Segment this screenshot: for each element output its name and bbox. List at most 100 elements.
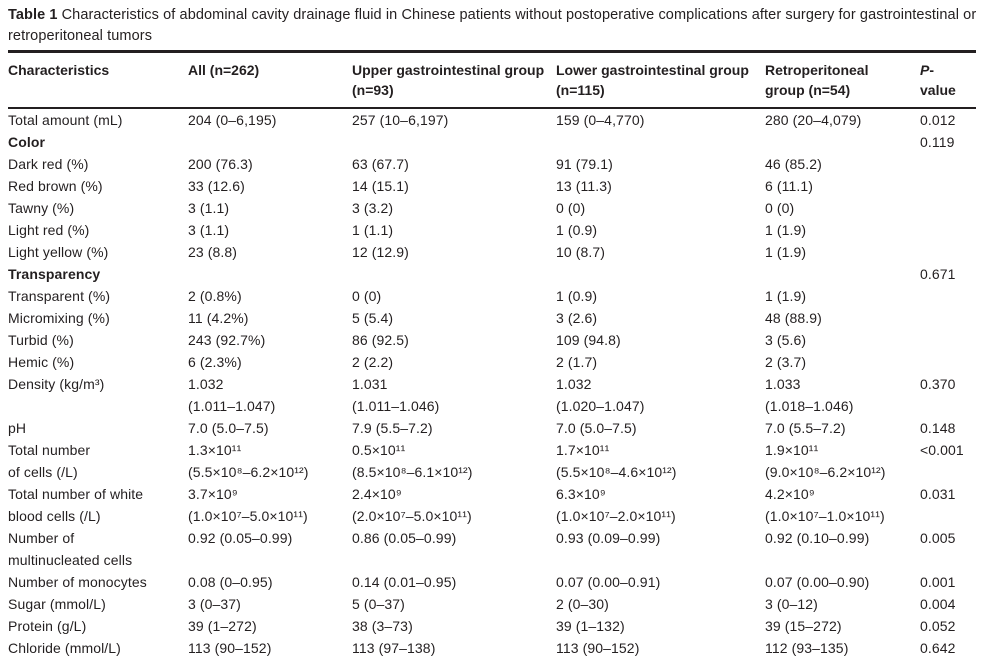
lower-gi-group-cell: 0.93 (0.09–0.99): [556, 530, 661, 546]
column-header-label: P-value: [920, 62, 956, 98]
row-label-cell: Turbid (%): [8, 332, 74, 348]
table-row: Total number of white blood cells (/L) 3…: [8, 483, 976, 527]
lower-gi-group-cell: 3 (2.6): [556, 310, 598, 326]
row-label-cell: Color: [8, 134, 46, 150]
column-header-retroperitoneal: Retroperitoneal group (n=54): [765, 51, 920, 109]
upper-gi-group-cell: 5 (5.4): [352, 310, 394, 326]
column-header-upper-gi: Upper gastrointestinal group (n=93): [352, 51, 556, 109]
row-label-cell: Hemic (%): [8, 354, 75, 370]
all-group-cell: 204 (0–6,195): [188, 112, 277, 128]
row-label-cell: Tawny (%): [8, 200, 75, 216]
retroperitoneal-group-cell: 48 (88.9): [765, 310, 822, 326]
lower-gi-group-cell: 159 (0–4,770): [556, 112, 645, 128]
retroperitoneal-group-cell: [765, 131, 920, 153]
upper-gi-group-cell: 0 (0): [352, 288, 382, 304]
all-group-cell: 7.0 (5.0–7.5): [188, 420, 269, 436]
column-header-label: All (n=262): [188, 62, 260, 78]
lower-gi-group-cell: 0 (0): [556, 200, 586, 216]
p-value-cell: 0.031: [920, 486, 956, 502]
p-value-cell: 0.148: [920, 420, 956, 436]
table-caption-text: Characteristics of abdominal cavity drai…: [8, 7, 977, 44]
lower-gi-group-cell: 1.032 (1.020–1.047): [556, 376, 645, 414]
all-group-cell: 2 (0.8%): [188, 288, 242, 304]
row-label-cell: Light red (%): [8, 222, 90, 238]
column-header-label: Lower gastrointestinal group (n=115): [556, 62, 749, 98]
column-header-characteristics: Characteristics: [8, 51, 188, 109]
row-label-cell: Number of multinucleated cells: [8, 530, 133, 568]
all-group-cell: 23 (8.8): [188, 244, 238, 260]
p-value-cell: 0.370: [920, 376, 956, 392]
upper-gi-group-cell: 38 (3–73): [352, 618, 413, 634]
upper-gi-group-cell: 3 (3.2): [352, 200, 394, 216]
lower-gi-group-cell: 6.3×10⁹ (1.0×10⁷–2.0×10¹¹): [556, 486, 676, 524]
table-row: Sugar (mmol/L) 3 (0–37) 5 (0–37) 2 (0–30…: [8, 593, 976, 615]
column-header-p-value: P-value: [920, 51, 976, 109]
retroperitoneal-group-cell: 1 (1.9): [765, 288, 807, 304]
retroperitoneal-group-cell: 112 (93–135): [765, 640, 849, 656]
table-row: Color 0.119: [8, 131, 976, 153]
table-row: Turbid (%) 243 (92.7%) 86 (92.5) 109 (94…: [8, 329, 976, 351]
table-row: Protein (g/L) 39 (1–272) 38 (3–73) 39 (1…: [8, 615, 976, 637]
table-number-label: Table 1: [8, 7, 58, 23]
retroperitoneal-group-cell: [765, 263, 920, 285]
row-label-cell: pH: [8, 420, 27, 436]
retroperitoneal-group-cell: 1.033 (1.018–1.046): [765, 376, 854, 414]
all-group-cell: 3.7×10⁹ (1.0×10⁷–5.0×10¹¹): [188, 486, 308, 524]
upper-gi-group-cell: 0.86 (0.05–0.99): [352, 530, 457, 546]
column-header-label: Characteristics: [8, 62, 110, 78]
row-label-cell: Red brown (%): [8, 178, 103, 194]
upper-gi-group-cell: 14 (15.1): [352, 178, 409, 194]
row-label-cell: Sugar (mmol/L): [8, 596, 106, 612]
upper-gi-group-cell: 86 (92.5): [352, 332, 409, 348]
p-value-cell: <0.001: [920, 442, 964, 458]
lower-gi-group-cell: [556, 263, 765, 285]
lower-gi-group-cell: 113 (90–152): [556, 640, 640, 656]
table-row: Light yellow (%) 23 (8.8) 12 (12.9) 10 (…: [8, 241, 976, 263]
upper-gi-group-cell: 0.14 (0.01–0.95): [352, 574, 457, 590]
retroperitoneal-group-cell: 4.2×10⁹ (1.0×10⁷–1.0×10¹¹): [765, 486, 885, 524]
upper-gi-group-cell: 1 (1.1): [352, 222, 394, 238]
table-row: Red brown (%) 33 (12.6) 14 (15.1) 13 (11…: [8, 175, 976, 197]
p-value-cell: 0.119: [920, 134, 955, 150]
table-row: Total number of cells (/L) 1.3×10¹¹ (5.5…: [8, 439, 976, 483]
lower-gi-group-cell: 109 (94.8): [556, 332, 621, 348]
retroperitoneal-group-cell: 1 (1.9): [765, 222, 807, 238]
retroperitoneal-group-cell: 3 (5.6): [765, 332, 807, 348]
upper-gi-group-cell: 257 (10–6,197): [352, 112, 449, 128]
upper-gi-group-cell: 0.5×10¹¹ (8.5×10⁸–6.1×10¹²): [352, 442, 473, 480]
lower-gi-group-cell: 10 (8.7): [556, 244, 606, 260]
p-value-cell: [920, 241, 976, 263]
retroperitoneal-group-cell: 2 (3.7): [765, 354, 807, 370]
all-group-cell: 3 (0–37): [188, 596, 241, 612]
p-value-cell: 0.012: [920, 112, 956, 128]
table-row: Chloride (mmol/L) 113 (90–152) 113 (97–1…: [8, 637, 976, 656]
retroperitoneal-group-cell: 0 (0): [765, 200, 795, 216]
retroperitoneal-group-cell: 1 (1.9): [765, 244, 807, 260]
p-value-cell: [920, 329, 976, 351]
all-group-cell: 39 (1–272): [188, 618, 257, 634]
table-row: Number of monocytes 0.08 (0–0.95) 0.14 (…: [8, 571, 976, 593]
column-header-all: All (n=262): [188, 51, 352, 109]
row-label-cell: Transparent (%): [8, 288, 111, 304]
p-value-cell: 0.642: [920, 640, 956, 656]
upper-gi-group-cell: 1.031 (1.011–1.046): [352, 376, 440, 414]
row-label-cell: Light yellow (%): [8, 244, 109, 260]
p-value-cell: 0.052: [920, 618, 956, 634]
lower-gi-group-cell: 1 (0.9): [556, 222, 598, 238]
p-value-cell: [920, 197, 976, 219]
row-label-cell: Dark red (%): [8, 156, 89, 172]
retroperitoneal-group-cell: 0.92 (0.10–0.99): [765, 530, 870, 546]
all-group-cell: 3 (1.1): [188, 200, 230, 216]
upper-gi-group-cell: 7.9 (5.5–7.2): [352, 420, 433, 436]
upper-gi-group-cell: [352, 263, 556, 285]
p-value-cell: [920, 285, 976, 307]
all-group-cell: 1.032 (1.011–1.047): [188, 376, 276, 414]
p-value-cell: [920, 219, 976, 241]
all-group-cell: [188, 131, 352, 153]
upper-gi-group-cell: 113 (97–138): [352, 640, 436, 656]
retroperitoneal-group-cell: 6 (11.1): [765, 178, 814, 194]
column-header-lower-gi: Lower gastrointestinal group (n=115): [556, 51, 765, 109]
all-group-cell: 1.3×10¹¹ (5.5×10⁸–6.2×10¹²): [188, 442, 309, 480]
table-row: Transparent (%) 2 (0.8%) 0 (0) 1 (0.9) 1…: [8, 285, 976, 307]
